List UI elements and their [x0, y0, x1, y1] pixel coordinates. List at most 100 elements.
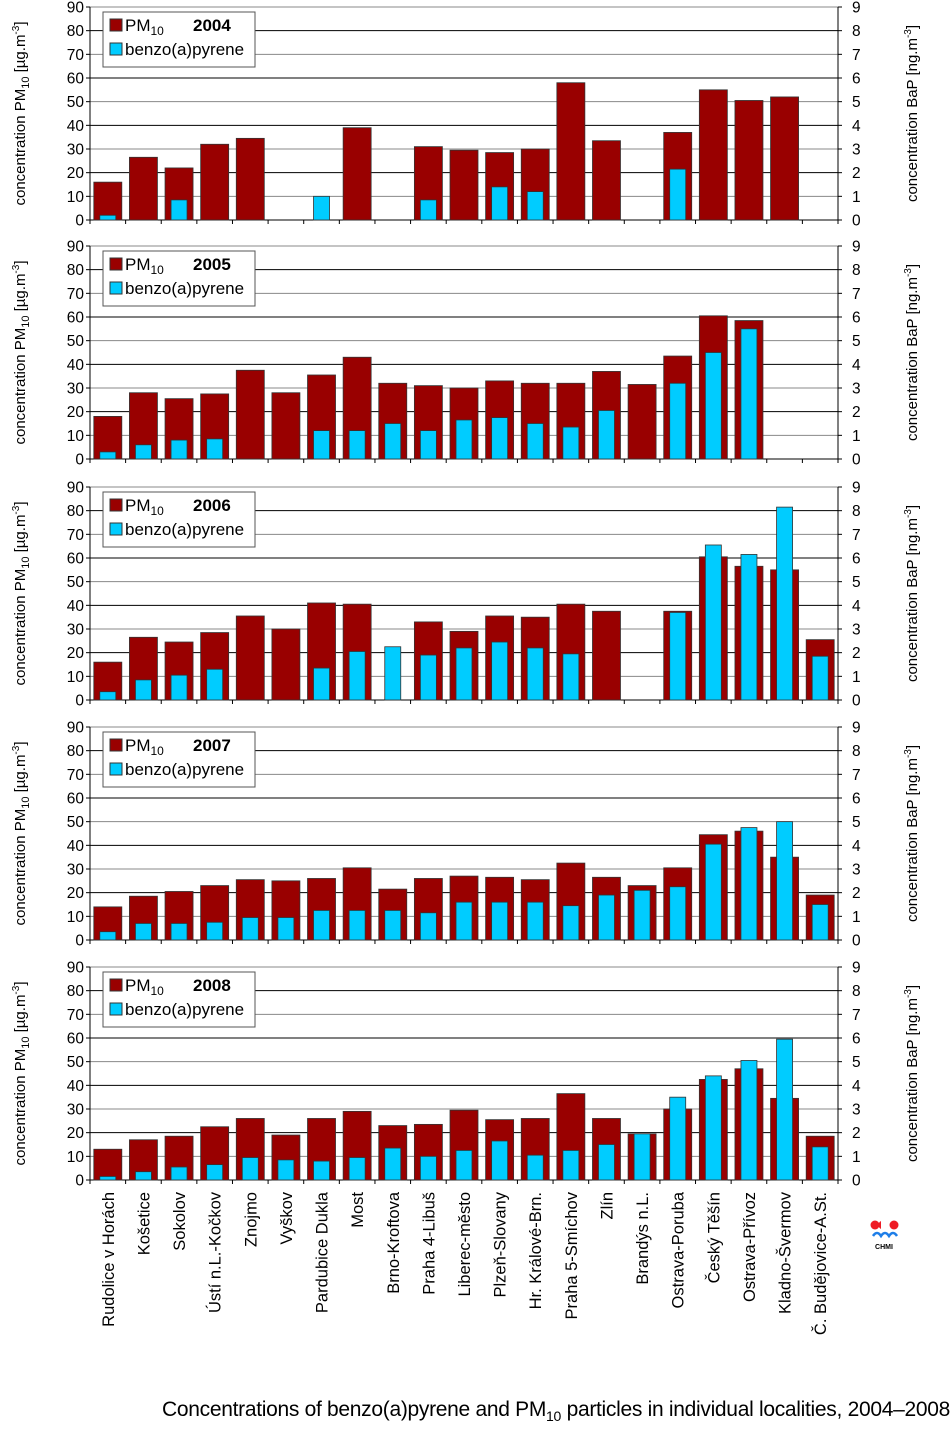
left-tick-label: 30 [67, 1102, 85, 1119]
bap-bar [811, 904, 829, 941]
bap-bar [348, 651, 366, 701]
caption-subscript: 10 [546, 1408, 562, 1425]
left-tick-label: 0 [75, 693, 84, 710]
left-tick-label: 60 [67, 551, 85, 568]
left-tick-label: 60 [67, 791, 85, 808]
right-axis-title-end: ] [904, 985, 921, 989]
left-axis-title-sup: -3 [11, 505, 22, 514]
category-label: Znojmo [242, 1192, 260, 1247]
right-tick-label: 3 [852, 381, 861, 398]
legend-label-pm10: PM10 [125, 255, 164, 277]
pm10-bar [93, 181, 123, 221]
left-tick-label: 60 [67, 71, 85, 88]
left-axis-title-sub: 10 [20, 1037, 32, 1049]
left-axis-title-text: concentration PM [12, 569, 29, 686]
bap-bar [241, 1157, 259, 1181]
right-tick-label: 7 [852, 47, 861, 64]
bap-bar [135, 444, 152, 460]
legend-label-pm10: PM10 [125, 976, 164, 998]
legend-swatch-pm10 [109, 738, 123, 752]
right-axis-title-end: ] [904, 745, 921, 749]
right-tick-label: 2 [852, 645, 861, 662]
pm10-bar [235, 137, 265, 221]
bap-bar [562, 426, 580, 460]
right-tick-label: 8 [852, 262, 861, 279]
legend-box [102, 971, 256, 1028]
right-tick-label: 6 [852, 551, 861, 568]
right-axis-title: concentration BaP [ng.m-3] [903, 985, 921, 1162]
left-tick-label: 30 [67, 622, 85, 639]
left-tick-label: 90 [67, 0, 85, 17]
right-tick-label: 0 [852, 452, 861, 469]
left-tick-label: 70 [67, 286, 85, 303]
left-axis-title-unit: [µg.m [12, 515, 29, 557]
logo-wave [871, 1231, 899, 1239]
bap-bar [740, 554, 758, 701]
category-label: Rudolice v Horách [100, 1192, 118, 1327]
bap-bar [313, 1160, 330, 1181]
right-tick-label: 2 [852, 165, 861, 182]
pm10-bar [129, 156, 158, 221]
bap-bar [135, 923, 152, 941]
panel-2005: 0 10 20 30 40 50 60 70 80 90 0 1 2 3 4 5 6 7 8 9 concentrati… [11, 239, 921, 469]
bap-bar [277, 1159, 295, 1181]
right-tick-label: 4 [852, 118, 861, 135]
bap-bar [526, 423, 544, 460]
right-tick-label: 2 [852, 885, 861, 902]
bap-bar [455, 901, 473, 941]
panel-2007: 0 10 20 30 40 50 60 70 80 90 0 1 2 3 4 5 6 7 8 9 concentrati… [11, 720, 921, 950]
bap-bar [669, 1096, 687, 1181]
category-label: Č. Budějovice-A.St. [811, 1192, 830, 1335]
left-tick-label: 90 [67, 480, 85, 497]
legend: PM10 2008 benzo(a)pyrene [102, 971, 256, 1028]
right-tick-label: 4 [852, 838, 861, 855]
bap-bar [740, 827, 758, 941]
legend-label-bap: benzo(a)pyrene [125, 520, 244, 539]
right-axis-title-end: ] [904, 25, 921, 29]
left-tick-label: 70 [67, 527, 85, 544]
left-axis-title: concentration PM10 [µg.m-3] [11, 741, 32, 925]
figure-caption: Concentrations of benzo(a)pyrene and PM1… [0, 1398, 950, 1424]
left-axis-title-sup: -3 [11, 25, 22, 34]
left-tick-label: 50 [67, 333, 85, 350]
left-tick-label: 40 [67, 838, 85, 855]
category-label: Brandýs n.L. [634, 1192, 652, 1285]
legend-swatch-pm10 [109, 498, 123, 512]
left-axis-title-text: concentration PM [12, 1049, 29, 1166]
left-tick-label: 20 [67, 1125, 85, 1142]
legend-box [102, 491, 256, 548]
right-tick-label: 7 [852, 1007, 861, 1024]
right-tick-label: 9 [852, 0, 861, 17]
bap-bar [633, 1133, 651, 1181]
legend-swatch-pm10 [109, 257, 123, 271]
left-tick-label: 90 [67, 720, 85, 737]
pm10-bar [235, 615, 265, 701]
bap-bar [491, 417, 509, 460]
right-tick-label: 1 [852, 909, 861, 926]
pm10-bar [734, 100, 764, 221]
right-axis-title-sup: -3 [903, 749, 914, 758]
right-tick-label: 2 [852, 1125, 861, 1142]
legend: PM10 2006 benzo(a)pyrene [102, 491, 256, 548]
bap-bar [776, 821, 793, 941]
bap-bar [526, 901, 544, 941]
left-tick-label: 30 [67, 862, 85, 879]
bap-bar [170, 674, 188, 701]
left-tick-label: 40 [67, 598, 85, 615]
left-tick-label: 50 [67, 94, 85, 111]
bap-bar [491, 641, 509, 701]
right-tick-label: 6 [852, 310, 861, 327]
legend-pm10-sub: 10 [151, 984, 165, 998]
legend-label-bap: benzo(a)pyrene [125, 279, 244, 298]
bap-bar [170, 923, 188, 941]
left-axis-title-sub: 10 [20, 797, 32, 809]
bap-bar [313, 910, 330, 941]
bap-bar [598, 1144, 615, 1181]
bap-bar [669, 886, 687, 941]
left-axis-title-sup: -3 [11, 745, 22, 754]
legend-pm10-text: PM [125, 976, 151, 995]
legend-box [102, 731, 256, 788]
right-tick-label: 2 [852, 404, 861, 421]
left-tick-label: 80 [67, 262, 85, 279]
left-axis-title-text: concentration PM [12, 89, 29, 206]
